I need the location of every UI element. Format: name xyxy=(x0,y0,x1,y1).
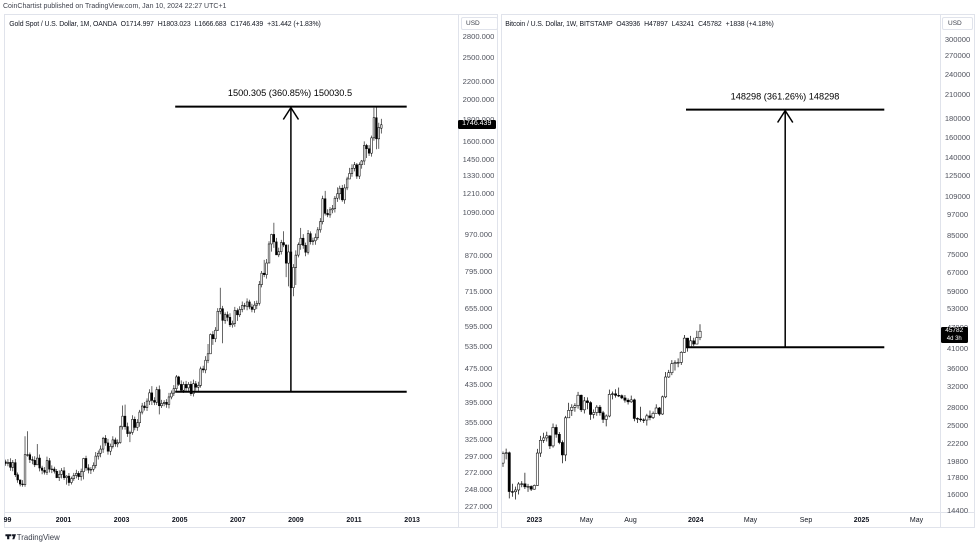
svg-text:148298 (361.26%) 148298: 148298 (361.26%) 148298 xyxy=(731,92,840,102)
svg-text:1500.305 (360.85%) 150030.5: 1500.305 (360.85%) 150030.5 xyxy=(228,88,352,98)
